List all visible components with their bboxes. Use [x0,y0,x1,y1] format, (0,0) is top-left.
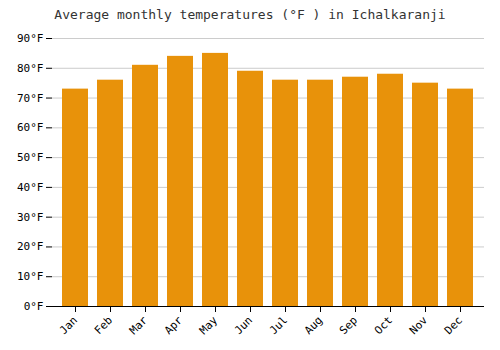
svg-text:50°F: 50°F [17,151,44,164]
svg-text:Nov: Nov [407,313,431,337]
svg-text:Oct: Oct [372,314,395,337]
svg-text:40°F: 40°F [17,181,44,194]
svg-text:90°F: 90°F [17,32,44,45]
svg-text:80°F: 80°F [17,62,44,75]
svg-text:Jun: Jun [232,314,255,337]
svg-text:Apr: Apr [162,313,186,337]
svg-text:0°F: 0°F [24,300,44,313]
svg-text:Feb: Feb [92,314,115,337]
svg-text:Mar: Mar [127,313,151,337]
html-text:Average monthly temperatures (: Average monthly temperatures (°F ) in Ic… [54,7,446,22]
svg-text:70°F: 70°F [17,92,44,105]
svg-text:10°F: 10°F [17,270,44,283]
svg-text:May: May [197,313,221,337]
svg-text:Dec: Dec [442,314,465,337]
svg-text:Sep: Sep [337,314,360,337]
svg-text:60°F: 60°F [17,121,44,134]
svg-text:Jan: Jan [57,314,80,337]
svg-text:30°F: 30°F [17,211,44,224]
svg-text:20°F: 20°F [17,240,44,253]
svg-text:Aug: Aug [302,314,325,337]
svg-text:Jul: Jul [267,314,290,337]
